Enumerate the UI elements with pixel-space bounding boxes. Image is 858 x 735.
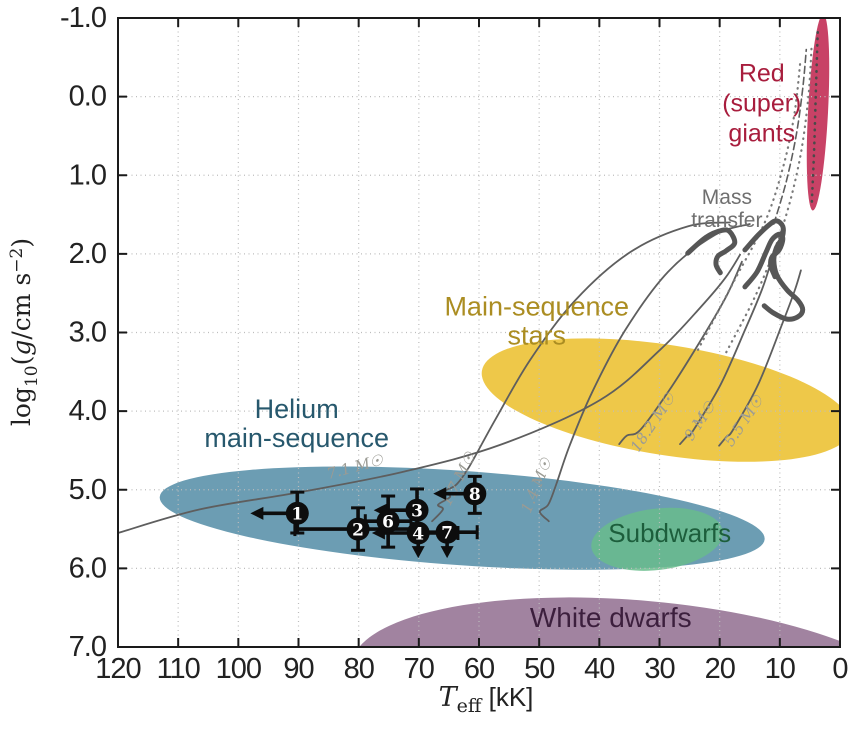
data-point-4 [406,521,430,545]
left-arrow-icon [250,506,264,520]
data-point-8 [463,482,487,506]
region-label-main-sequence: Main-sequence stars [444,292,629,351]
down-arrow-icon [411,546,425,559]
region-label-red-super-giants: Red (super) giants [722,60,801,148]
x-tick-label-0: 0 [832,653,847,685]
region-white-dwarfs [351,597,840,647]
x-tick-label-60: 60 [464,653,494,685]
y-axis-title: log10(g/cm s−2) [7,238,42,426]
dotted-3 [810,30,819,207]
region-label-white-dwarfs: White dwarfs [530,602,692,633]
data-point-label-1: 1 [291,505,303,525]
loop-big [742,218,806,322]
region-main-sequence [481,338,840,462]
annotation-mass-transfer: Mass transfer [691,186,762,232]
x-tick-label-40: 40 [584,653,614,685]
data-point-7 [435,520,459,544]
region-red-super-giants [806,18,830,211]
plot-area: Main-sequence stars Helium main-sequence Sub… [118,18,840,647]
y-tick-label--1.0: -1.0 [60,2,106,34]
x-tick-label-20: 20 [705,653,735,685]
data-point-label-2: 2 [352,520,364,540]
region-subdwarfs [591,507,723,571]
data-point-1 [285,501,309,525]
y-tick-label-5.0: 5.0 [69,474,106,506]
x-tick-label-80: 80 [344,653,374,685]
down-arrow-icon [440,546,454,559]
x-tick-label-120: 120 [95,653,140,685]
track-1.7 [431,221,731,523]
x-tick-label-100: 100 [216,653,261,685]
region-label-subdwarfs: Subdwarfs [608,518,731,548]
data-point-3 [405,498,429,522]
track-9 [679,264,772,445]
x-tick-label-90: 90 [283,653,313,685]
y-tick-label-2.0: 2.0 [69,238,106,270]
y-tick-label-4.0: 4.0 [69,395,106,427]
x-tick-label-30: 30 [644,653,674,685]
y-tick-label-1.0: 1.0 [69,159,106,191]
data-point-6 [376,509,400,533]
y-tick-label-0.0: 0.0 [69,81,106,113]
y-tick-label-3.0: 3.0 [69,317,106,349]
data-point-label-4: 4 [412,524,424,544]
dotted-1 [696,60,802,351]
data-point-label-3: 3 [411,501,423,521]
x-tick-label-110: 110 [157,653,200,685]
track-5.5 [718,269,802,447]
y-tick-label-7.0: 7.0 [69,631,106,663]
left-arrow-icon [433,487,447,501]
x-tick-label-50: 50 [524,653,554,685]
data-point-2 [346,517,370,541]
loop-hook-1 [685,227,738,276]
data-point-label-8: 8 [469,485,481,505]
x-tick-label-10: 10 [765,653,795,685]
y-tick-label-6.0: 6.0 [69,552,106,584]
dashed-1 [773,48,808,225]
x-tick-label-70: 70 [404,653,434,685]
track-7.1 [118,253,741,534]
data-point-label-6: 6 [382,512,394,532]
x-axis-title: Teff [kK] [439,682,534,717]
dotted-2 [725,43,813,354]
region-label-helium-main-sequence: Helium main-sequence [204,394,389,453]
data-point-label-7: 7 [441,523,453,543]
